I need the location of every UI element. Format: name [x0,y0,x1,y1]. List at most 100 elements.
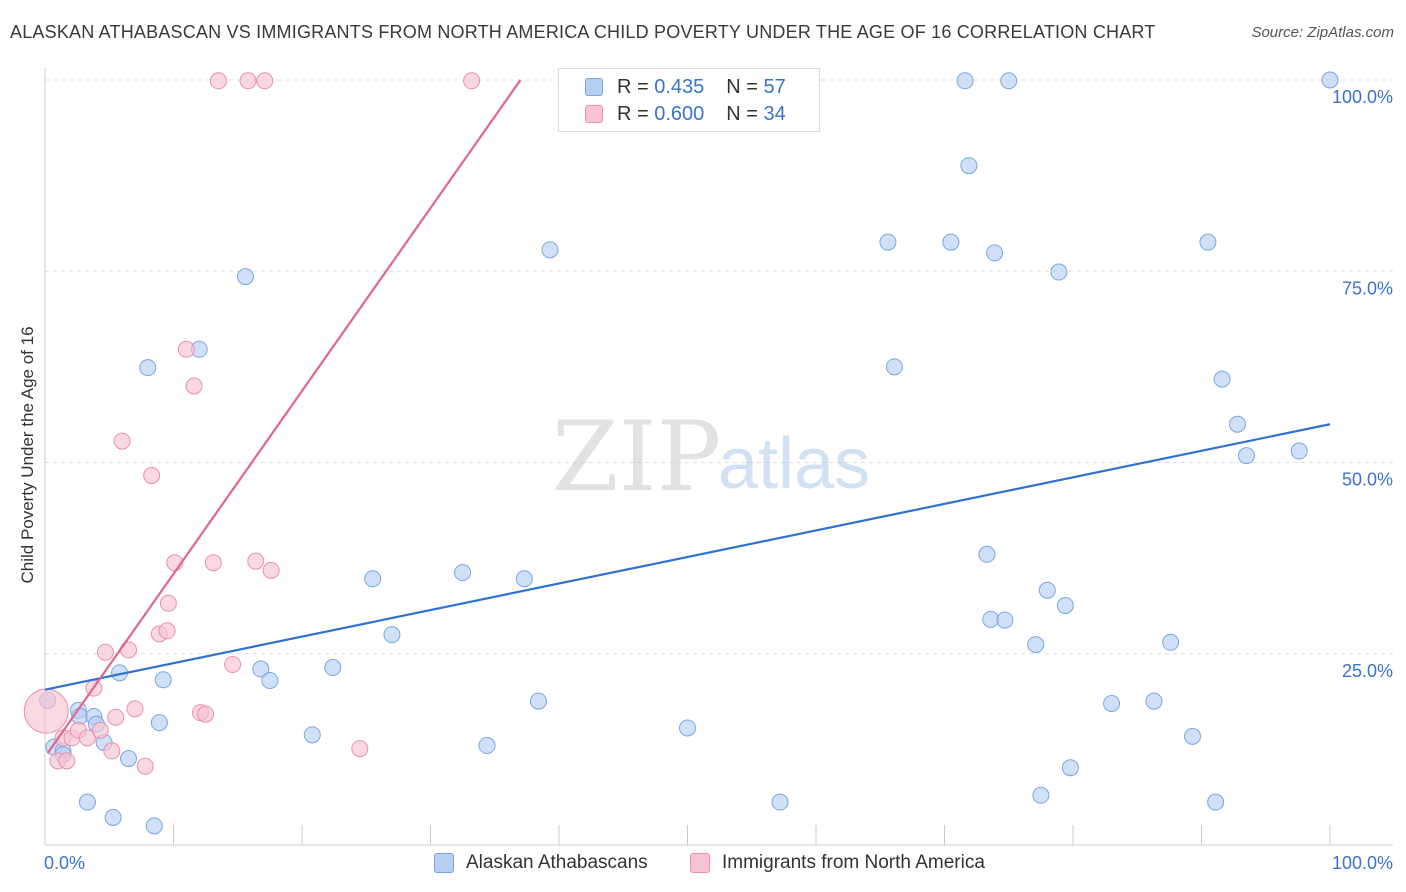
legend-r-value: 0.435 [654,75,705,98]
athabascan-point [771,793,789,811]
athabascan-point [986,244,1004,262]
athabascan-point [252,660,270,678]
y-tick-label: 25.0% [1342,661,1393,681]
athabascan-point [996,611,1014,629]
watermark-zip: ZIP [552,401,721,513]
athabascan-point [1000,72,1018,90]
immigrant-point [78,729,96,747]
athabascan-point [978,545,996,563]
athabascan-point [1213,370,1231,388]
legend-row-athabascans: R = 0.435 N = 57 [585,75,786,99]
immigrant-point [209,72,227,90]
legend-n-label: N = [726,75,758,98]
athabascan-point [383,626,401,644]
athabascan-point [104,808,122,826]
athabascan-point [1032,786,1050,804]
immigrant-point [351,740,369,758]
athabascan-point [261,672,279,690]
immigrant-trend-line [46,79,522,754]
x-tick-label: 100.0% [1332,853,1393,873]
immigrant-point [185,377,203,395]
immigrant-point [96,643,114,661]
athabascan-point [1103,694,1121,712]
athabascan-point [1027,636,1045,654]
athabascan-point [541,241,559,259]
source-credit: Source: ZipAtlas.com [1251,24,1394,41]
correlation-legend: R = 0.435 N = 57 R = 0.600 N = 34 [558,68,820,132]
legend-n-value: 57 [763,75,786,98]
series-legend-label: Immigrants from North America [722,852,985,873]
immigrant-point [58,752,76,770]
athabascan-point [529,692,547,710]
legend-n-value: 34 [763,102,786,125]
athabascan-point [1061,759,1079,777]
trend-layer [44,79,1331,754]
athabascan-point [139,359,157,377]
series-legend: Alaskan Athabascans Immigrants from Nort… [0,852,1406,878]
athabascan-point [1290,442,1308,460]
athabascan-point [154,671,172,689]
athabascan-point [303,726,321,744]
immigrant-point [247,552,265,570]
chart-title: ALASKAN ATHABASCAN VS IMMIGRANTS FROM NO… [10,22,1156,42]
athabascan-point [236,268,254,286]
legend-r-value: 0.600 [654,102,705,125]
immigrant-point [224,655,242,673]
immigrant-point [159,594,177,612]
immigrant-point [463,72,481,90]
legend-row-immigrants: R = 0.600 N = 34 [585,102,786,126]
y-tick-label: 75.0% [1342,278,1393,298]
athabascan-point [515,570,533,588]
immigrant-point [197,705,215,723]
athabascan-point [982,610,1000,628]
athabascan-trend-line [44,423,1331,691]
immigrant-point [107,708,125,726]
immigrant-point [103,742,121,760]
athabascan-point [1038,581,1056,599]
athabascan-point [145,817,163,835]
immigrant-point [126,700,144,718]
series-legend-immigrants[interactable]: Immigrants from North America [690,852,985,874]
athabascan-point [960,157,978,175]
immigrant-point [91,721,109,739]
athabascan-point [1199,233,1217,251]
athabascan-point [1056,597,1074,615]
watermark-atlas: atlas [718,424,870,504]
legend-r-label: R = [617,75,649,98]
athabascan-point [1162,633,1180,651]
axis-layer [44,68,1393,846]
athabascan-point [478,737,496,755]
immigrant-point [23,688,69,734]
athabascan-point [1145,692,1163,710]
athabascan-point [78,793,96,811]
immigrant-point [158,622,176,640]
athabascan-point [679,719,696,737]
series-swatch-pink [690,853,710,873]
immigrant-point [143,467,161,485]
series-legend-label: Alaskan Athabascans [466,852,648,873]
x-tick-label: 0.0% [44,853,85,873]
athabascan-point [879,233,897,251]
athabascan-point [1050,263,1068,281]
points-layer [23,71,1339,835]
athabascan-point [324,659,342,677]
series-legend-athabascans[interactable]: Alaskan Athabascans [434,852,648,874]
immigrant-point [177,340,195,358]
immigrant-point [136,757,154,775]
athabascan-point [1321,71,1339,89]
athabascan-point [150,714,168,732]
immigrant-point [204,554,222,572]
immigrant-point [113,432,131,450]
tick-label-layer: 25.0% 50.0% 75.0% 100.0% 0.0% 100.0% [44,87,1393,873]
legend-swatch-blue [585,78,603,96]
y-tick-label: 100.0% [1332,87,1393,107]
athabascan-point [956,72,974,90]
immigrant-point [239,72,257,90]
series-swatch-blue [434,853,454,873]
athabascan-point [942,233,960,251]
athabascan-point [885,358,903,376]
athabascan-point [1184,727,1202,745]
immigrant-point [256,72,274,90]
legend-n-label: N = [726,102,758,125]
